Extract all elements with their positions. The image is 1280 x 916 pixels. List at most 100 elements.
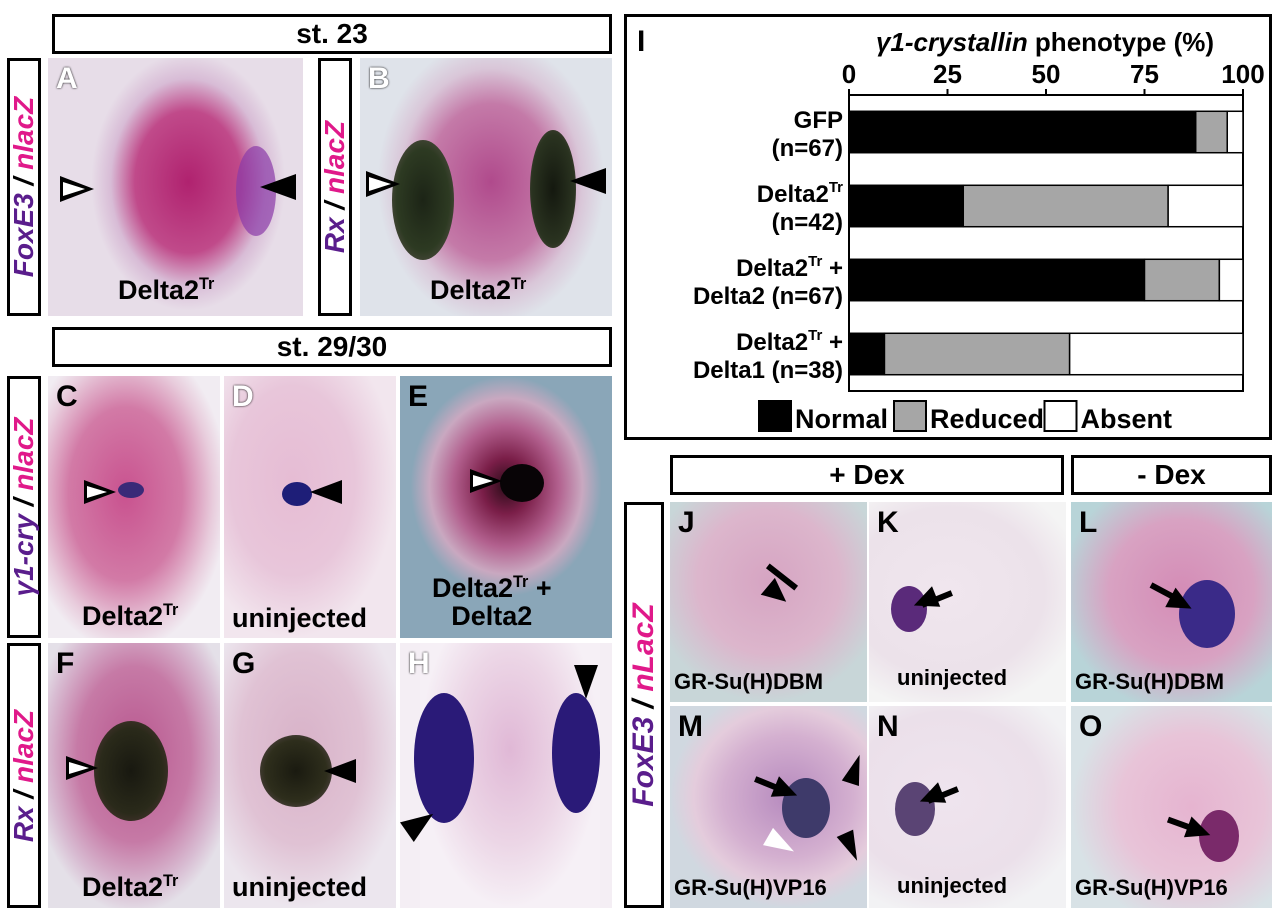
panel-letter: K bbox=[877, 506, 899, 539]
lens-spot bbox=[118, 482, 144, 498]
separator: / bbox=[627, 691, 660, 717]
panel-caption: GR-Su(H)VP16 bbox=[1075, 875, 1228, 900]
category-label-line2: Delta1 (n=38) bbox=[693, 357, 843, 384]
reporter-label: nlacZ bbox=[8, 709, 39, 783]
gene-label: FoxE3 bbox=[627, 716, 660, 807]
x-tick-label: 75 bbox=[1130, 59, 1159, 89]
panel-caption: Delta2Tr bbox=[82, 872, 179, 902]
panel-letter: F bbox=[56, 647, 75, 680]
reporter-label: nlacZ bbox=[319, 120, 350, 194]
panel-h: H bbox=[400, 643, 612, 908]
side-label-foxe3-lower-text: FoxE3 / nLacZ bbox=[627, 603, 661, 806]
header-minus-dex: - Dex bbox=[1071, 455, 1272, 495]
chart-title: γ1-crystallin phenotype (%) bbox=[876, 27, 1214, 57]
panel-caption: uninjected bbox=[897, 665, 1008, 690]
gene-label: FoxE3 bbox=[8, 193, 39, 278]
barbed-arrowhead-icon bbox=[841, 751, 867, 787]
panel-n: N uninjected bbox=[869, 706, 1066, 908]
separator: / bbox=[8, 782, 39, 806]
header-plus-dex: + Dex bbox=[670, 455, 1064, 495]
panel-f: F Delta2Tr bbox=[48, 643, 220, 908]
x-tick-label: 25 bbox=[933, 59, 962, 89]
legend-swatch-absent bbox=[1043, 400, 1078, 432]
side-label-rx-lower: Rx / nlacZ bbox=[7, 643, 41, 908]
panel-k: K uninjected bbox=[869, 502, 1066, 702]
barbed-arrowhead-icon bbox=[836, 829, 866, 865]
legend-swatch-normal bbox=[758, 400, 792, 432]
panel-letter: J bbox=[678, 506, 695, 539]
side-label-gamma1cry-text: γ1-cry / nlacZ bbox=[8, 418, 40, 597]
gene-label: Rx bbox=[319, 217, 350, 254]
bar-segment-normal bbox=[848, 258, 1146, 302]
open-arrowhead-inner bbox=[69, 762, 89, 774]
header-st23: st. 23 bbox=[52, 14, 612, 54]
header-minus-dex-text: - Dex bbox=[1137, 459, 1206, 490]
bar-segment-absent bbox=[1218, 258, 1244, 302]
lens-spot bbox=[1199, 810, 1239, 862]
panel-caption: uninjected bbox=[232, 603, 368, 633]
panel-l: L GR-Su(H)DBM bbox=[1071, 502, 1272, 702]
filled-arrowhead-icon bbox=[574, 665, 598, 699]
panel-letter: H bbox=[408, 647, 430, 680]
separator: / bbox=[319, 194, 350, 218]
panel-letter: M bbox=[678, 710, 703, 743]
side-label-rx-text: Rx / nlacZ bbox=[319, 121, 351, 253]
panel-letter: C bbox=[56, 380, 78, 413]
bar-segment-normal bbox=[848, 184, 965, 228]
eye-region bbox=[260, 735, 332, 807]
eye-right bbox=[530, 130, 576, 248]
header-st2930: st. 29/30 bbox=[52, 327, 612, 367]
panel-letter: G bbox=[232, 647, 256, 680]
category-label-line2: (n=42) bbox=[772, 209, 843, 236]
panel-letter: N bbox=[877, 710, 899, 743]
panel-letter: B bbox=[368, 62, 390, 95]
lens-spot bbox=[895, 782, 935, 836]
category-label-line2: (n=67) bbox=[772, 135, 843, 162]
panel-d: D uninjected bbox=[224, 376, 396, 638]
gene-label: Rx bbox=[8, 805, 39, 842]
side-label-rx: Rx / nlacZ bbox=[318, 58, 352, 316]
panel-caption: Delta2Tr bbox=[430, 275, 527, 305]
open-arrowhead-inner bbox=[87, 486, 107, 498]
panel-caption: uninjected bbox=[897, 873, 1008, 898]
reporter-label: nlacZ bbox=[8, 417, 39, 491]
lens-spot bbox=[782, 778, 830, 838]
lens-spot bbox=[891, 586, 927, 632]
filled-arrowhead-icon bbox=[260, 174, 296, 200]
header-st2930-text: st. 29/30 bbox=[276, 331, 388, 362]
filled-arrowhead-icon bbox=[324, 759, 356, 783]
panel-g: G uninjected bbox=[224, 643, 396, 908]
side-label-foxe3-lower: FoxE3 / nLacZ bbox=[624, 502, 664, 908]
separator: / bbox=[8, 490, 39, 514]
bar-segment-reduced bbox=[1194, 110, 1228, 154]
panel-m: M GR-Su(H)VP16 bbox=[670, 706, 867, 908]
eye-left bbox=[414, 693, 474, 823]
panel-caption: Delta2Tr bbox=[82, 601, 179, 631]
side-label-foxe3-text: FoxE3 / nlacZ bbox=[8, 97, 40, 278]
separator: / bbox=[8, 169, 39, 194]
legend-swatch-reduced bbox=[893, 400, 927, 432]
bar-segment-absent bbox=[1068, 332, 1244, 376]
lens-spot bbox=[1179, 580, 1235, 648]
panel-c: C Delta2Tr bbox=[48, 376, 220, 638]
category-label-line2: Delta2 (n=67) bbox=[693, 283, 843, 310]
legend-label-normal: Normal bbox=[795, 404, 888, 434]
reporter-label: nlacZ bbox=[8, 96, 39, 170]
side-label-rx-lower-text: Rx / nlacZ bbox=[8, 709, 40, 841]
category-label-line1: Delta2Tr + bbox=[736, 327, 843, 356]
panel-letter: O bbox=[1079, 710, 1103, 743]
bar-segment-normal bbox=[848, 110, 1197, 154]
panel-caption: GR-Su(H)VP16 bbox=[674, 875, 827, 900]
bar-segment-reduced bbox=[962, 184, 1169, 228]
chart-title-italic: γ1-crystallin bbox=[876, 27, 1028, 57]
panel-j: J GR-Su(H)DBM bbox=[670, 502, 867, 702]
panel-letter: A bbox=[56, 62, 78, 95]
open-arrowhead-inner bbox=[63, 182, 85, 196]
filled-arrowhead-icon bbox=[310, 480, 342, 504]
panel-letter: L bbox=[1079, 506, 1098, 539]
panel-e: E Delta2Tr + Delta2 bbox=[400, 376, 612, 638]
x-tick-label: 0 bbox=[842, 59, 856, 89]
panel-caption: Delta2Tr bbox=[118, 275, 215, 305]
panel-caption: uninjected bbox=[232, 872, 368, 902]
category-label-line1: Delta2Tr + bbox=[736, 253, 843, 282]
